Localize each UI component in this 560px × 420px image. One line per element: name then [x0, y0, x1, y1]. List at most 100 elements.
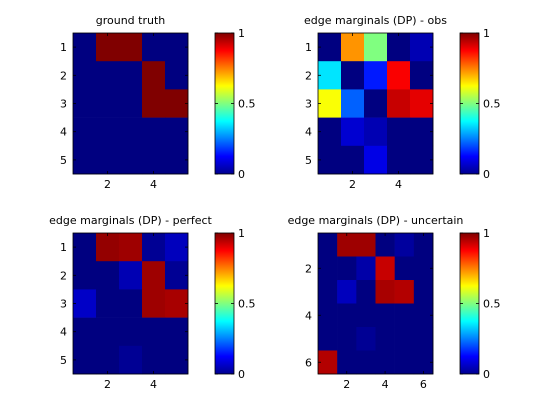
colorbar-gradient — [460, 233, 479, 374]
heatmap-cell — [375, 327, 395, 351]
heatmap-cell — [96, 33, 120, 62]
heatmap-cell — [318, 145, 342, 175]
colorbar: 00.51 — [459, 27, 501, 181]
heatmap-cell — [375, 280, 395, 304]
heatmap-cell — [73, 317, 97, 347]
heatmap-cell — [318, 33, 342, 62]
colorbar-gradient — [460, 33, 479, 174]
colorbar: 00.51 — [214, 27, 256, 181]
x-tick-label: 2 — [104, 178, 111, 191]
heatmap-cell — [96, 345, 120, 375]
y-tick-label: 1 — [60, 241, 67, 254]
x-tick-label: 4 — [395, 178, 402, 191]
colorbar-tick-label: 0 — [238, 168, 245, 181]
colorbar-gradient — [215, 33, 234, 174]
heatmap-cell — [356, 256, 376, 281]
heatmap-cell — [318, 89, 342, 118]
heatmap-cell — [165, 61, 189, 90]
colorbar-tick-label: 0 — [483, 168, 490, 181]
heatmap-cell — [341, 33, 365, 62]
heatmap-cell — [96, 89, 120, 118]
y-tick-label: 5 — [60, 154, 67, 167]
y-tick-label: 1 — [305, 41, 312, 54]
heatmap-cell — [142, 289, 166, 318]
heatmap-cell — [119, 89, 143, 118]
heatmap-cell — [142, 261, 166, 290]
heatmap-cell — [318, 303, 338, 328]
heatmap-cell — [364, 33, 388, 62]
heatmap-cell — [410, 145, 434, 175]
colorbar-tick-label: 1 — [483, 27, 490, 40]
heatmap-cell — [410, 117, 434, 147]
heatmap-cell — [356, 350, 376, 375]
heatmap-cell — [341, 145, 365, 175]
colorbar: 00.51 — [214, 227, 256, 381]
x-tick-label: 4 — [150, 378, 157, 391]
heatmap-cell — [337, 256, 357, 281]
colorbar-tick-label: 0.5 — [238, 298, 256, 311]
heatmap-cell — [413, 350, 434, 375]
heatmap-cell — [318, 256, 338, 281]
heatmap-cell — [410, 33, 434, 62]
heatmap-cell — [337, 280, 357, 304]
y-tick-label: 5 — [305, 154, 312, 167]
colorbar-tick-label: 0.5 — [238, 98, 256, 111]
heatmap-cell — [394, 303, 415, 328]
heatmap-cell — [119, 145, 143, 175]
heatmap-cell — [73, 33, 97, 62]
y-tick-label: 4 — [60, 326, 67, 339]
y-tick-label: 5 — [60, 354, 67, 367]
heatmap-cell — [387, 33, 411, 62]
heatmap-cell — [142, 345, 166, 375]
heatmap-cell — [119, 261, 143, 290]
heatmap-cell — [73, 117, 97, 147]
y-tick-label: 2 — [60, 269, 67, 282]
heatmap-cell — [341, 89, 365, 118]
heatmap-cell — [73, 61, 97, 90]
x-tick-label: 2 — [343, 378, 350, 391]
heatmap-cell — [73, 289, 97, 318]
heatmap-cell — [337, 303, 357, 328]
heatmap-cell — [96, 289, 120, 318]
heatmap-cell — [142, 33, 166, 62]
heatmap-cell — [387, 117, 411, 147]
heatmap-cell — [394, 327, 415, 351]
heatmap-cell — [96, 145, 120, 175]
x-tick-label: 2 — [104, 378, 111, 391]
colorbar-tick-label: 0 — [483, 368, 490, 381]
chart-title: edge marginals (DP) - perfect — [49, 214, 212, 227]
heatmap-cell — [394, 350, 415, 375]
heatmap-cell — [142, 145, 166, 175]
heatmap-cell — [165, 345, 189, 375]
heatmap-cell — [165, 261, 189, 290]
heatmap-cell — [337, 233, 357, 257]
heatmap-cell — [142, 117, 166, 147]
heatmap-cell — [96, 233, 120, 262]
heatmap-cell — [96, 61, 120, 90]
y-tick-label: 2 — [60, 69, 67, 82]
heatmap-cell — [119, 117, 143, 147]
heatmap-cell — [165, 289, 189, 318]
heatmap-cell — [375, 233, 395, 257]
heatmap-cell — [394, 233, 415, 257]
heatmap-cell — [165, 317, 189, 347]
heatmap-cell — [142, 317, 166, 347]
x-tick-label: 4 — [382, 378, 389, 391]
chart-title: ground truth — [96, 14, 166, 27]
heatmap-cell — [73, 345, 97, 375]
heatmap-cell — [318, 280, 338, 304]
colorbar-tick-label: 0.5 — [483, 298, 501, 311]
y-tick-label: 4 — [305, 126, 312, 139]
x-tick-label: 4 — [150, 178, 157, 191]
heatmap-cell — [96, 117, 120, 147]
heatmap-cell — [410, 89, 434, 118]
heatmap-cell — [413, 256, 434, 281]
colorbar-tick-label: 1 — [238, 27, 245, 40]
heatmap-cell — [318, 117, 342, 147]
heatmap-cell — [394, 256, 415, 281]
